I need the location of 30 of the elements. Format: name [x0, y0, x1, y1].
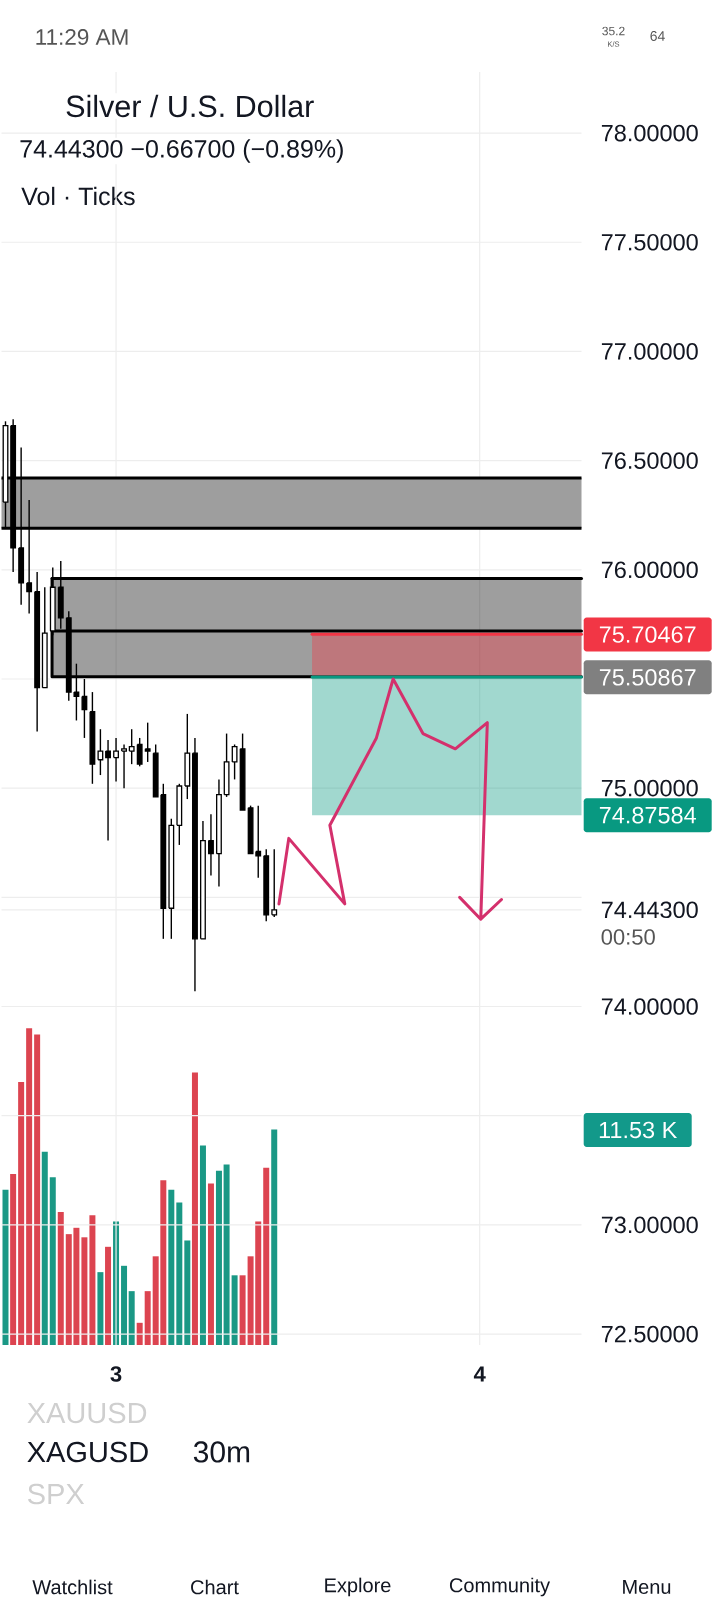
y-tick-label: 77.00000	[601, 343, 698, 360]
text: 11.53 K	[599, 1121, 677, 1139]
x-tick-label: 4	[473, 1366, 486, 1382]
text: 75.50867	[599, 668, 696, 686]
y-tick-label: 72.50000	[601, 1325, 698, 1343]
text: 74.87584	[599, 806, 696, 824]
y-tick-label: 77.50000	[601, 233, 698, 251]
y-tick-label: 73.00000	[601, 1216, 698, 1234]
text: Watchlist	[32, 1579, 113, 1595]
text: 64	[650, 31, 665, 41]
x-tick-label: 3	[110, 1366, 122, 1382]
text: 11:29 AM	[36, 29, 128, 45]
text: Community	[449, 1577, 550, 1597]
text: Menu	[622, 1580, 670, 1594]
text: Chart	[190, 1579, 239, 1595]
text: XAGUSD	[27, 1441, 148, 1463]
text: 35.2	[602, 26, 625, 36]
text: 74.44300 −0.66700 (−0.89%)	[20, 139, 343, 163]
y-tick-label: 76.00000	[601, 561, 698, 579]
text: Explore	[325, 1577, 391, 1597]
text: 75.70467	[599, 626, 696, 643]
text: 30m	[193, 1441, 249, 1463]
chart-title: Vol · Ticks	[21, 186, 135, 206]
text: 00:50	[601, 929, 655, 945]
y-tick-label: 74.44300	[601, 901, 698, 919]
y-tick-label: 74.00000	[601, 998, 698, 1015]
text: Silver / U.S. Dollar	[66, 94, 314, 118]
y-tick-label: 76.50000	[601, 452, 698, 469]
y-tick-label: 75.00000	[601, 779, 698, 797]
y-tick-label: 78.00000	[601, 124, 698, 142]
